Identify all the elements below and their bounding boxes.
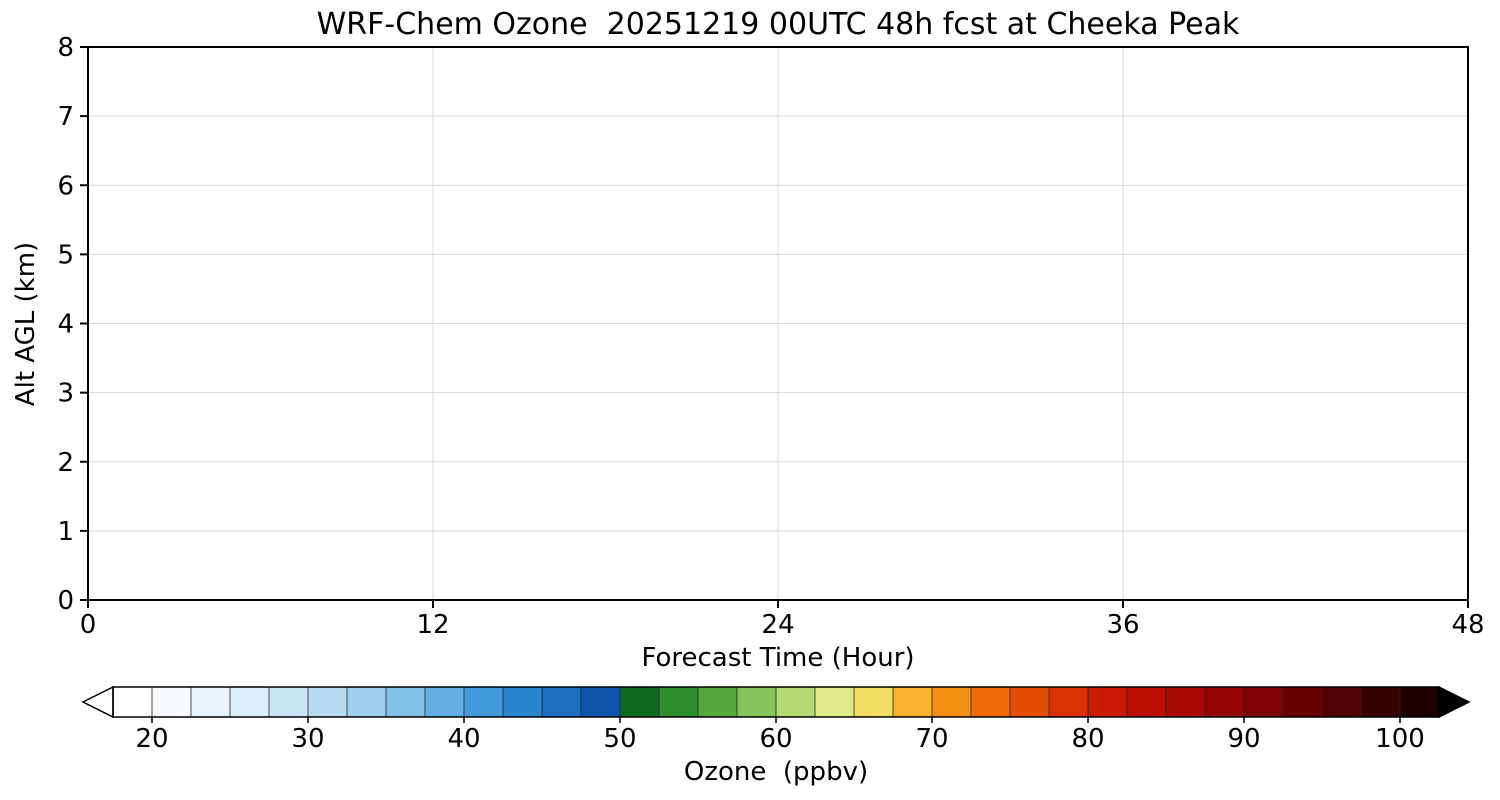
colorbar-tick-label: 80 [1071, 724, 1104, 754]
colorbar-tick-label: 100 [1375, 724, 1425, 754]
x-tick-label: 24 [761, 610, 794, 640]
colorbar-segment [503, 687, 543, 717]
colorbar-segment [542, 687, 582, 717]
colorbar-segment [1127, 687, 1167, 717]
colorbar-segment [893, 687, 933, 717]
colorbar-tick-label: 70 [915, 724, 948, 754]
colorbar-segment [854, 687, 894, 717]
colorbar-segment [230, 687, 270, 717]
colorbar-segment [1400, 687, 1440, 717]
colorbar-tick-label: 40 [447, 724, 480, 754]
colorbar-label: Ozone (ppbv) [684, 757, 868, 787]
chart-title: WRF-Chem Ozone 20251219 00UTC 48h fcst a… [317, 7, 1240, 42]
y-tick-label: 1 [57, 517, 74, 547]
x-axis-label: Forecast Time (Hour) [641, 643, 914, 673]
colorbar-segment [386, 687, 426, 717]
colorbar-segment [1205, 687, 1245, 717]
colorbar-segment [1049, 687, 1089, 717]
colorbar-segment [152, 687, 192, 717]
colorbar-segment [1322, 687, 1362, 717]
colorbar-segment [113, 687, 153, 717]
colorbar-segment [1244, 687, 1284, 717]
colorbar-segment [1010, 687, 1050, 717]
plot-border [87, 46, 1469, 601]
colorbar-segment [1166, 687, 1206, 717]
colorbar-segment [659, 687, 699, 717]
colorbar-segment [269, 687, 309, 717]
colorbar-segment [347, 687, 387, 717]
colorbar-segment [620, 687, 660, 717]
y-tick-label: 8 [57, 33, 74, 63]
colorbar-tick-label: 50 [603, 724, 636, 754]
y-tick-label: 6 [57, 171, 74, 201]
colorbar-segment [815, 687, 855, 717]
colorbar-tick-label: 20 [135, 724, 168, 754]
y-tick-label: 5 [57, 240, 74, 270]
colorbar-segment [1361, 687, 1401, 717]
x-tick-label: 36 [1106, 610, 1139, 640]
colorbar-segment [464, 687, 504, 717]
colorbar-tick-label: 30 [291, 724, 324, 754]
colorbar-segment [776, 687, 816, 717]
y-axis-label: Alt AGL (km) [11, 242, 41, 406]
colorbar-under-arrow [81, 685, 114, 719]
y-tick-label: 0 [57, 586, 74, 616]
colorbar-segment [1088, 687, 1128, 717]
colorbar-tick-label: 60 [759, 724, 792, 754]
y-tick-label: 2 [57, 448, 74, 478]
colorbar-segment [581, 687, 621, 717]
colorbar-tick-label: 90 [1227, 724, 1260, 754]
y-tick-label: 7 [57, 102, 74, 132]
colorbar-over-arrow [1438, 685, 1471, 719]
y-tick-label: 3 [57, 379, 74, 409]
colorbar-segment [1283, 687, 1323, 717]
colorbar-segment [971, 687, 1011, 717]
colorbar-segment [698, 687, 738, 717]
y-tick-label: 4 [57, 310, 74, 340]
colorbar-segment [737, 687, 777, 717]
x-tick-label: 12 [416, 610, 449, 640]
colorbar-segment [191, 687, 231, 717]
colorbar-segment [308, 687, 348, 717]
colorbar: 20 30 40 50 60 70 80 90 100 [81, 685, 1471, 754]
grid-layer [88, 47, 1468, 600]
x-tick-label: 48 [1451, 610, 1484, 640]
colorbar-segment [932, 687, 972, 717]
x-tick-label: 0 [80, 610, 97, 640]
colorbar-segment [425, 687, 465, 717]
